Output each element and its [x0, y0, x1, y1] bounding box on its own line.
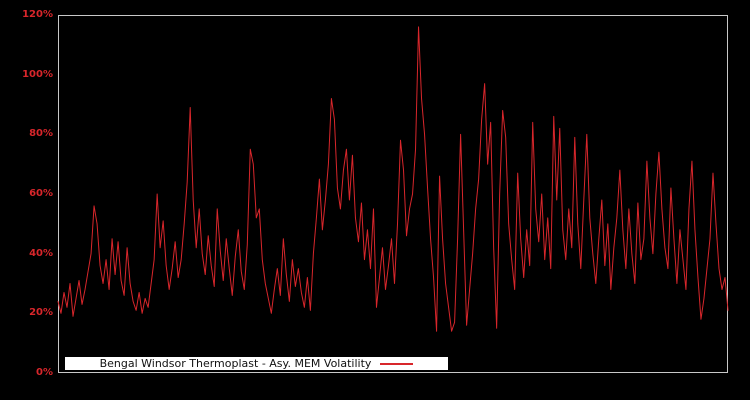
y-tick-label-60: 60% [29, 188, 53, 199]
y-tick-label-0: 0% [36, 367, 53, 378]
y-tick-label-100: 100% [22, 69, 53, 80]
y-axis: 120% 100% 80% 60% 40% 20% 0% [0, 0, 53, 400]
legend: Bengal Windsor Thermoplast - Asy. MEM Vo… [65, 357, 448, 370]
y-tick-label-40: 40% [29, 248, 53, 259]
y-tick-label-120: 120% [22, 9, 53, 20]
legend-label: Bengal Windsor Thermoplast - Asy. MEM Vo… [99, 357, 372, 370]
y-tick-label-80: 80% [29, 128, 53, 139]
y-tick-label-20: 20% [29, 307, 53, 318]
legend-line-sample [380, 362, 414, 365]
volatility-polyline [57, 26, 729, 332]
plot-area [58, 15, 728, 373]
